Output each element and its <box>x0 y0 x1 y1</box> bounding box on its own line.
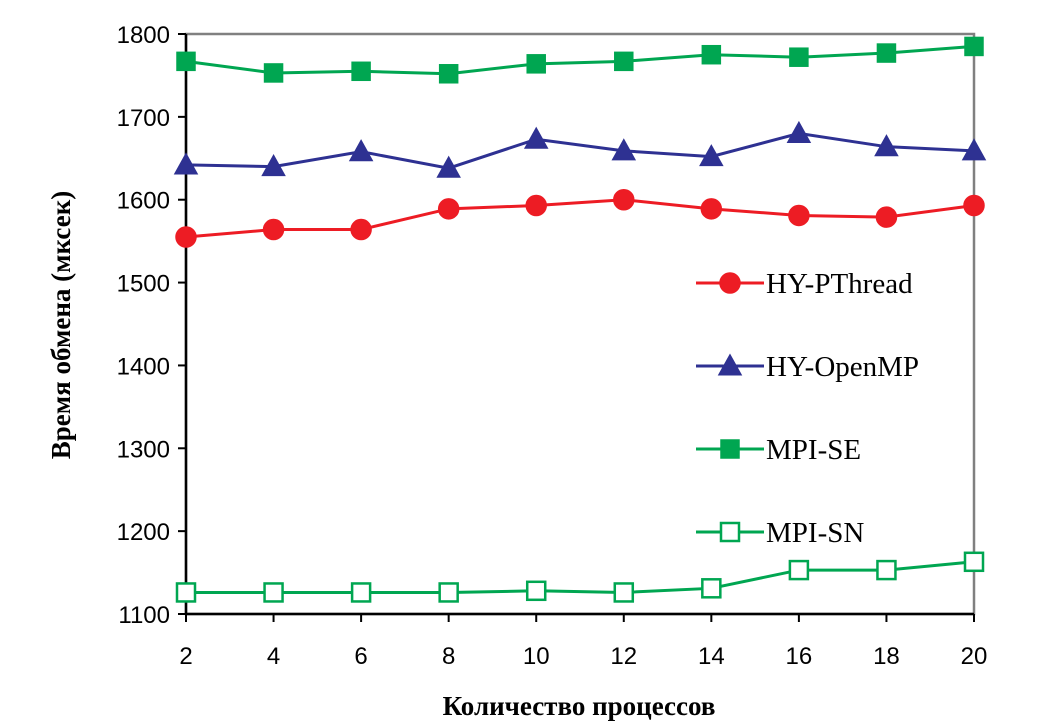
data-point <box>613 582 635 603</box>
data-point <box>701 44 722 65</box>
legend-marker <box>719 272 741 294</box>
legend-entry: HY-PThread <box>696 268 913 300</box>
series-line <box>186 560 975 594</box>
y-axis-title: Время обмена (мксек) <box>46 191 76 460</box>
data-point <box>350 218 372 241</box>
data-point <box>699 144 724 167</box>
x-tick-label: 14 <box>698 643 725 670</box>
data-point <box>438 64 459 84</box>
data-point <box>350 582 372 603</box>
data-point <box>963 194 985 217</box>
data-point <box>438 582 459 603</box>
x-tick-label: 10 <box>523 643 550 670</box>
data-point <box>525 580 547 602</box>
series-line <box>185 131 975 170</box>
data-point <box>526 54 546 74</box>
x-tick-label: 8 <box>442 643 455 670</box>
x-tick-label: 18 <box>873 643 900 670</box>
series-mpi-se <box>176 36 984 84</box>
data-point <box>786 120 812 143</box>
x-tick-label: 6 <box>354 643 367 670</box>
data-point <box>789 47 809 67</box>
series-hy-openmp <box>173 120 987 178</box>
legend-entry: HY-OpenMP <box>696 351 919 383</box>
y-tick-label: 1500 <box>117 271 170 298</box>
legend-marker <box>717 353 743 376</box>
x-axis-title: Количество процессов <box>443 691 716 721</box>
x-tick-label: 2 <box>179 643 192 670</box>
data-point <box>351 61 371 82</box>
data-point <box>263 582 284 603</box>
legend: HY-PThread HY-OpenMP MPI-SE MPI-SN <box>696 268 919 549</box>
y-tick-label: 1400 <box>117 353 170 380</box>
data-point <box>176 51 196 72</box>
data-point <box>175 582 197 603</box>
data-point <box>700 198 723 220</box>
data-point <box>963 551 985 573</box>
data-point <box>876 559 897 581</box>
data-point <box>348 139 374 162</box>
y-tick-label: 1100 <box>118 602 170 629</box>
data-point <box>525 194 547 217</box>
data-point <box>437 198 460 220</box>
data-point <box>614 51 634 72</box>
data-point <box>613 188 635 211</box>
data-point <box>964 36 984 57</box>
x-tick-label: 4 <box>267 643 280 670</box>
y-tick-label: 1700 <box>117 105 170 132</box>
legend-label: MPI-SN <box>766 517 864 549</box>
legend-entry: MPI-SN <box>696 517 864 549</box>
data-point <box>876 43 897 63</box>
legend-marker <box>720 439 740 459</box>
legend-label: HY-PThread <box>766 268 913 300</box>
data-point <box>261 154 286 177</box>
data-point <box>263 63 284 83</box>
data-point <box>262 218 285 241</box>
data-point <box>961 138 987 161</box>
data-point <box>611 138 637 161</box>
data-point <box>175 226 197 248</box>
y-tick-label: 1800 <box>117 22 170 49</box>
legend-label: MPI-SE <box>766 434 861 466</box>
y-tick-label: 1300 <box>117 436 170 463</box>
legend-entry: MPI-SE <box>696 434 861 466</box>
series-mpi-sn <box>175 551 985 603</box>
data-point <box>523 126 549 149</box>
data-point <box>875 206 898 228</box>
legend-marker <box>719 521 741 543</box>
data-point <box>788 559 810 581</box>
data-point <box>436 155 461 178</box>
x-tick-label: 12 <box>610 643 637 670</box>
series-line <box>185 44 975 76</box>
x-tick-label: 16 <box>786 643 813 670</box>
series-hy-pthread <box>175 188 985 248</box>
y-tick-label: 1200 <box>117 519 170 546</box>
data-point <box>701 578 722 599</box>
data-point <box>874 134 899 157</box>
legend-label: HY-OpenMP <box>766 351 919 383</box>
y-tick-label: 1600 <box>117 188 170 215</box>
data-point <box>173 152 199 175</box>
data-point <box>788 204 810 227</box>
x-tick-label: 20 <box>961 643 988 670</box>
series-line <box>185 198 975 239</box>
